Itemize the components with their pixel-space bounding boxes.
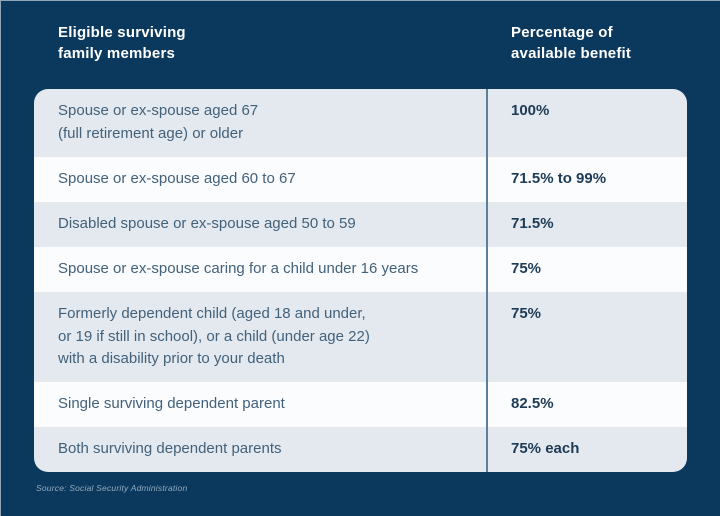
row-value: 100% [486,89,687,157]
table-row: Disabled spouse or ex-spouse aged 50 to … [34,201,687,248]
row-label: Spouse or ex-spouse caring for a child u… [58,260,419,278]
table-row: Spouse or ex-spouse aged 67 (full retire… [34,89,687,157]
row-label: Disabled spouse or ex-spouse aged 50 to … [58,214,356,232]
header-percentage-benefit: Percentage of available benefit [511,24,632,62]
row-label: Spouse or ex-spouse aged 60 to 67 [58,169,296,187]
table-row: Spouse or ex-spouse aged 60 to 67 71.5% … [34,156,687,202]
source-attribution: Source: Social Security Administration [36,483,188,494]
row-value: 75% [486,247,687,293]
table-header: Eligible surviving family members Percen… [34,1,687,64]
row-value: 75% [486,292,687,382]
table-row: Single surviving dependent parent 82.5% [34,381,687,428]
row-value: 75% each [486,427,687,473]
benefits-table: Spouse or ex-spouse aged 67 (full retire… [34,89,687,473]
table-row: Formerly dependent child (aged 18 and un… [34,292,687,382]
row-value: 82.5% [486,381,687,428]
header-eligible-members: Eligible surviving family members [58,24,186,62]
row-label: Formerly dependent child (aged 18 and un… [58,305,370,367]
row-value: 71.5% [486,201,687,248]
row-label: Spouse or ex-spouse aged 67 (full retire… [58,102,259,142]
table-row: Spouse or ex-spouse caring for a child u… [34,247,687,293]
table-row: Both surviving dependent parents 75% eac… [34,427,687,473]
row-label: Both surviving dependent parents [58,440,282,458]
row-value: 71.5% to 99% [486,156,687,202]
row-label: Single surviving dependent parent [58,394,285,412]
